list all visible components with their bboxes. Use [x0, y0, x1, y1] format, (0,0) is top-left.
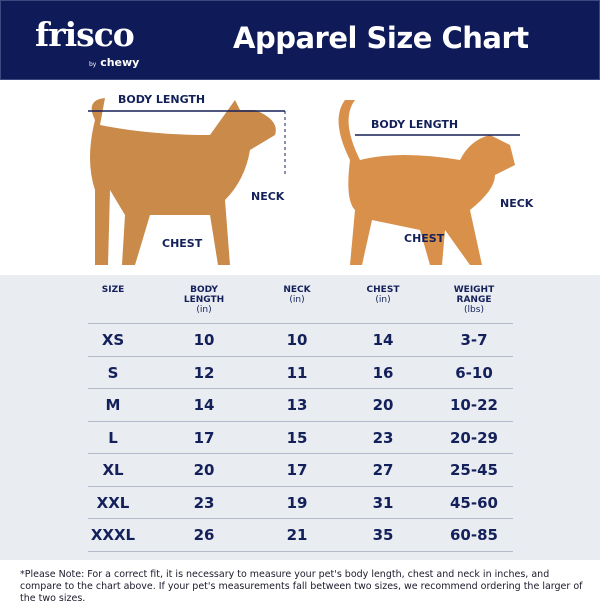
- dog-neck-label: NECK: [251, 190, 285, 203]
- table-cell: 3-7: [460, 331, 488, 349]
- table-cell: 31: [372, 493, 394, 512]
- fit-note: *Please Note: For a correct fit, it is n…: [20, 569, 583, 604]
- table-cell: 25-45: [450, 461, 498, 479]
- chewy-byline: by chewy: [89, 56, 140, 69]
- table-cell: 26: [193, 526, 215, 544]
- table-cell: 35: [372, 526, 394, 544]
- table-cell: 10: [286, 331, 308, 349]
- table-cell: 10-22: [450, 396, 498, 414]
- table-cell: 17: [286, 461, 308, 479]
- dog-image: [88, 98, 286, 265]
- table-cell: 60-85: [450, 526, 498, 544]
- table-row: XL 20 17 27 25-45: [88, 453, 513, 485]
- divider: [88, 550, 513, 552]
- table-cell: 15: [286, 428, 308, 447]
- cat-neck-label: NECK: [500, 197, 534, 210]
- table-cell: XS: [101, 331, 125, 349]
- cat-image: [338, 100, 520, 265]
- table-cell: XXL: [96, 493, 130, 512]
- table-cell: 17: [193, 428, 215, 447]
- table-cell: 20: [193, 461, 215, 479]
- header: frisco by chewy Apparel Size Chart: [0, 0, 600, 80]
- table-cell: 20-29: [450, 428, 498, 447]
- cat-chest-label: CHEST: [404, 232, 445, 245]
- table-row: XXXL 26 21 35 60-85: [88, 518, 513, 550]
- dog-body-length-label: BODY LENGTH: [118, 93, 206, 106]
- table-cell: XL: [102, 461, 124, 479]
- table-cell: 6-10: [455, 363, 493, 382]
- table-cell: 23: [193, 493, 215, 512]
- table-cell: 23: [372, 428, 394, 447]
- table-cell: 21: [286, 526, 308, 544]
- table-row: XS 10 10 14 3-7: [88, 323, 513, 355]
- page-title: Apparel Size Chart: [233, 21, 529, 55]
- table-row: XXL 23 19 31 45-60: [88, 485, 513, 518]
- table-cell: M: [105, 396, 121, 414]
- table-cell: S: [107, 363, 119, 382]
- table-cell: 45-60: [450, 493, 498, 512]
- column-header: WEIGHT RANGE (lbs): [453, 285, 495, 315]
- pets-illustration: [88, 98, 520, 265]
- table-cell: 14: [193, 396, 215, 414]
- table-cell: 27: [372, 461, 394, 479]
- column-header: NECK (in): [283, 285, 311, 305]
- column-header: SIZE: [101, 285, 125, 295]
- column-header: BODY LENGTH (in): [183, 285, 225, 315]
- table-cell: 11: [286, 363, 308, 382]
- cat-body-length-label: BODY LENGTH: [371, 118, 459, 131]
- size-table: SIZE BODY LENGTH (in) NECK (in) CHEST (in) WEIGH…: [0, 275, 600, 560]
- table-cell: 10: [193, 331, 215, 349]
- frisco-logo: frisco: [35, 15, 135, 54]
- table-cell: 13: [286, 396, 308, 414]
- table-cell: L: [108, 428, 118, 447]
- table-row: L 17 15 23 20-29: [88, 420, 513, 453]
- pet-measurement-illustrations: BODY LENGTH NECK CHEST BODY LENGTH NECK …: [0, 80, 600, 275]
- table-cell: 20: [372, 396, 394, 414]
- dog-chest-label: CHEST: [162, 237, 203, 250]
- table-cell: 19: [286, 493, 308, 512]
- table-row: S 12 11 16 6-10: [88, 355, 513, 388]
- table-row: M 14 13 20 10-22: [88, 388, 513, 420]
- column-header: CHEST (in): [366, 285, 400, 305]
- table-cell: XXXL: [90, 526, 136, 544]
- table-cell: 14: [372, 331, 394, 349]
- table-cell: 12: [193, 363, 215, 382]
- table-cell: 16: [372, 363, 394, 382]
